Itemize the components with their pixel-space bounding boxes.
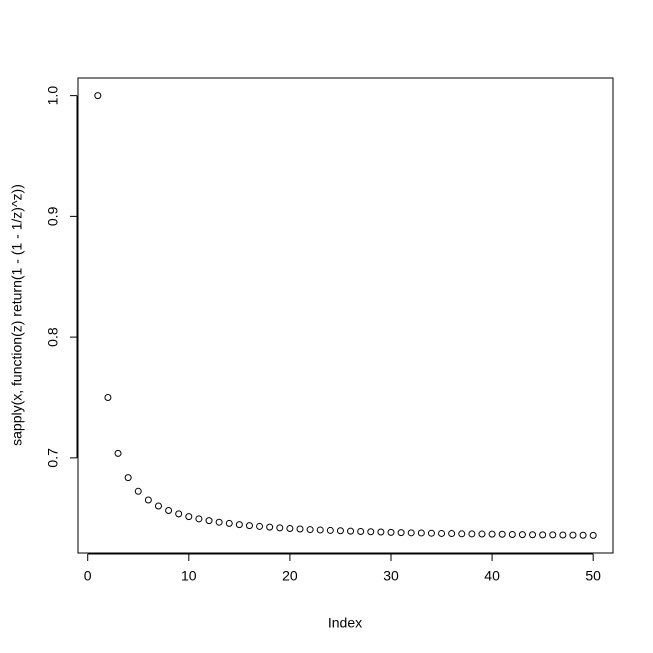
point bbox=[144, 496, 152, 504]
point bbox=[316, 526, 324, 534]
point bbox=[154, 502, 162, 510]
point bbox=[498, 530, 506, 538]
point bbox=[539, 531, 547, 539]
x-tick-label: 30 bbox=[383, 568, 399, 584]
point bbox=[256, 522, 264, 530]
point bbox=[407, 529, 415, 537]
point bbox=[165, 506, 173, 514]
point bbox=[448, 530, 456, 538]
x-tick-label: 50 bbox=[585, 568, 601, 584]
x-tick-label: 20 bbox=[282, 568, 298, 584]
y-tick-label: 0.9 bbox=[45, 206, 61, 226]
point bbox=[205, 517, 213, 525]
point bbox=[488, 530, 496, 538]
point bbox=[266, 523, 274, 531]
point bbox=[518, 531, 526, 539]
y-tick-label: 0.7 bbox=[45, 448, 61, 468]
point bbox=[175, 510, 183, 518]
x-axis-label: Index bbox=[328, 615, 362, 631]
point bbox=[569, 531, 577, 539]
y-tick-label: 1.0 bbox=[45, 86, 61, 106]
x-tick-label: 0 bbox=[84, 568, 92, 584]
point bbox=[559, 531, 567, 539]
x-tick-label: 40 bbox=[484, 568, 500, 584]
point bbox=[427, 529, 435, 537]
point bbox=[397, 529, 405, 537]
point bbox=[336, 527, 344, 535]
point bbox=[468, 530, 476, 538]
point bbox=[326, 526, 334, 534]
x-tick-label: 10 bbox=[181, 568, 197, 584]
point bbox=[529, 531, 537, 539]
y-tick-label: 0.8 bbox=[45, 327, 61, 347]
point bbox=[195, 515, 203, 523]
point bbox=[458, 530, 466, 538]
point bbox=[94, 92, 102, 100]
y-axis-label: sapply(x, function(z) return(1 - (1 - 1/… bbox=[9, 184, 25, 446]
point bbox=[417, 529, 425, 537]
point bbox=[306, 526, 314, 534]
point bbox=[347, 527, 355, 535]
point bbox=[438, 529, 446, 537]
point bbox=[114, 449, 122, 457]
point bbox=[579, 531, 587, 539]
point bbox=[387, 528, 395, 536]
point bbox=[185, 513, 193, 521]
point bbox=[225, 519, 233, 527]
point bbox=[134, 487, 142, 495]
point bbox=[104, 393, 112, 401]
point bbox=[276, 524, 284, 532]
point bbox=[286, 524, 294, 532]
point bbox=[124, 474, 132, 482]
plot-box bbox=[77, 77, 614, 554]
point bbox=[296, 525, 304, 533]
point bbox=[478, 530, 486, 538]
point bbox=[367, 528, 375, 536]
point bbox=[508, 531, 516, 539]
point bbox=[357, 528, 365, 536]
point bbox=[215, 518, 223, 526]
point bbox=[377, 528, 385, 536]
point bbox=[549, 531, 557, 539]
point bbox=[235, 521, 243, 529]
point bbox=[245, 522, 253, 530]
point bbox=[589, 531, 597, 539]
